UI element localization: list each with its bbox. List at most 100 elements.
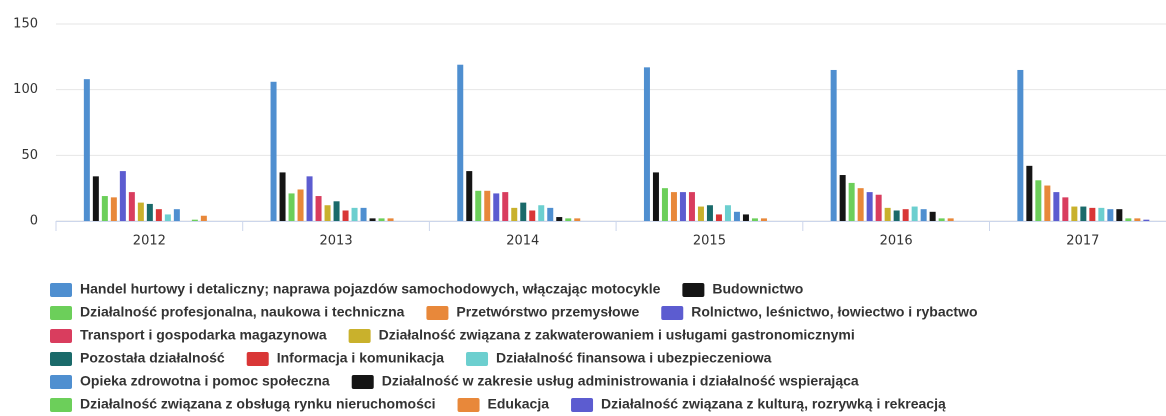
legend-symbol: [50, 329, 72, 343]
bar: [1116, 209, 1123, 221]
bar: [1062, 197, 1069, 221]
bar: [1143, 219, 1150, 221]
legend-label: Edukacja: [488, 396, 550, 412]
legend-symbol: [426, 306, 449, 320]
y-tick-label: 100: [13, 82, 38, 97]
x-tick-label: 2013: [320, 234, 353, 249]
bar: [742, 214, 749, 221]
bar: [137, 202, 144, 221]
bar: [760, 218, 767, 221]
bar: [475, 190, 482, 221]
legend-symbol: [466, 352, 489, 366]
legend-symbol: [50, 306, 72, 320]
bar: [884, 207, 891, 221]
bar: [875, 194, 882, 221]
bar: [893, 210, 900, 221]
bar: [342, 210, 349, 221]
legend-label: Budownictwo: [712, 281, 803, 297]
bar: [360, 207, 367, 221]
legend-label: Transport i gospodarka magazynowa: [80, 327, 327, 343]
legend-label: Handel hurtowy i detaliczny; naprawa poj…: [80, 281, 661, 297]
bar: [830, 69, 837, 221]
x-tick-label: 2016: [880, 234, 913, 249]
legend-symbol: [571, 398, 594, 412]
bar: [1080, 206, 1087, 221]
bar: [679, 192, 686, 221]
bar: [502, 192, 509, 221]
bar: [288, 193, 295, 221]
bar: [146, 203, 153, 221]
legend-label: Działalność w zakresie usług administrow…: [382, 373, 859, 389]
bar: [315, 196, 322, 221]
bar: [378, 218, 385, 221]
legend-symbol: [661, 306, 684, 320]
legend-symbol: [50, 352, 72, 366]
bar: [920, 209, 927, 221]
bar: [369, 218, 376, 221]
bar: [670, 192, 677, 221]
bar: [110, 197, 117, 221]
bar: [643, 67, 650, 221]
x-tick-label: 2015: [693, 234, 726, 249]
bar: [733, 211, 740, 221]
bar: [839, 175, 846, 221]
bar: [1134, 218, 1141, 221]
legend-symbol: [50, 375, 72, 389]
bar: [493, 193, 500, 221]
bar: [270, 81, 277, 221]
bar: [1053, 192, 1060, 221]
bar: [155, 209, 162, 221]
bar: [938, 218, 945, 221]
legend-symbol: [246, 352, 269, 366]
legend-symbol: [50, 283, 72, 297]
legend-label: Pozostała działalność: [80, 350, 225, 366]
bar: [652, 172, 659, 221]
y-tick-label: 150: [13, 17, 38, 32]
bar: [200, 215, 207, 221]
bar: [351, 207, 358, 221]
bar: [1071, 206, 1078, 221]
legend-label: Rolnictwo, leśnictwo, łowiectwo i rybact…: [691, 304, 977, 320]
bar: [1125, 218, 1132, 221]
bar: [306, 176, 313, 221]
bar: [457, 64, 464, 221]
y-tick-label: 0: [30, 214, 38, 229]
bar: [947, 218, 954, 221]
bar: [697, 206, 704, 221]
bar: [866, 192, 873, 221]
bar: [119, 171, 126, 221]
bar: [574, 218, 581, 221]
bar: [529, 210, 536, 221]
bar: [279, 172, 286, 221]
bar: [1035, 180, 1042, 221]
bar: [751, 218, 758, 221]
legend-symbol: [351, 375, 374, 389]
legend-label: Informacja i komunikacja: [277, 350, 444, 366]
bar: [484, 190, 491, 221]
bar: [706, 205, 713, 221]
bar: [565, 218, 572, 221]
legend-label: Opieka zdrowotna i pomoc społeczna: [80, 373, 330, 389]
bar: [297, 189, 304, 221]
bar: [547, 207, 554, 221]
legend-label: Działalność związana z zakwaterowaniem i…: [379, 327, 855, 343]
legend-label: Działalność związana z kulturą, rozrywką…: [601, 396, 946, 412]
legend-symbol: [348, 329, 371, 343]
bar: [387, 218, 394, 221]
bar: [715, 214, 722, 221]
bar: [466, 171, 473, 221]
legend-label: Działalność finansowa i ubezpieczeniowa: [496, 350, 772, 366]
x-tick-label: 2014: [506, 234, 539, 249]
bar: [857, 188, 864, 221]
bar: [1098, 207, 1105, 221]
bar: [1017, 69, 1024, 221]
bar: [929, 211, 936, 221]
bar: [324, 205, 331, 221]
legend-symbol: [50, 398, 72, 412]
legend-symbol: [682, 283, 705, 297]
x-tick-label: 2017: [1066, 234, 1099, 249]
x-tick-label: 2012: [133, 234, 166, 249]
legend-label: Działalność związana z obsługą rynku nie…: [80, 396, 436, 412]
bar: [661, 188, 668, 221]
